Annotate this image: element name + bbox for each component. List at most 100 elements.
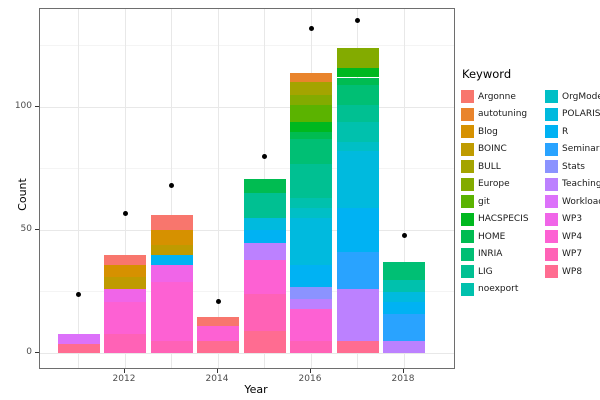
bar-segment-WP7 <box>290 341 332 354</box>
bar-segment-WP8 <box>243 331 286 354</box>
bar-segment-WP7 <box>104 333 146 354</box>
bar-segment-Stats <box>290 286 332 300</box>
bar-segment-Europe <box>290 94 332 105</box>
legend-swatch-icon <box>545 265 558 279</box>
legend-item-noexport: noexport <box>461 281 537 299</box>
bar-segment-WP8 <box>336 341 379 354</box>
legend-swatch-icon <box>461 125 474 139</box>
bar-segment-OrgMode <box>336 141 379 152</box>
bar-segment-HOME <box>243 178 286 194</box>
y-tick-label: 50 <box>20 224 32 235</box>
legend-item-label: autotuning <box>478 109 528 120</box>
legend-item-label: BOINC <box>478 144 507 155</box>
legend-swatch-icon <box>461 195 474 209</box>
y-tick-mark <box>35 105 39 107</box>
bar-segment-Teaching <box>336 289 379 342</box>
legend: Keyword Argonne autotuning Blog BOINC BULL Eu… <box>461 67 600 298</box>
point-marker <box>122 210 128 216</box>
bar-segment-git <box>290 104 332 122</box>
x-tick-mark <box>123 369 125 373</box>
bar-segment-Seminar <box>336 252 379 290</box>
legend-title: Keyword <box>462 67 512 81</box>
legend-item-Blog: Blog <box>461 123 537 141</box>
bar-segment-WP4 <box>104 301 146 334</box>
bar-segment-R <box>336 208 379 253</box>
bar-segment-POLARIS <box>243 217 286 231</box>
bar-segment-WP4 <box>150 282 193 342</box>
legend-item-git: git <box>461 193 537 211</box>
legend-item-label: git <box>478 196 490 207</box>
bar-segment-WP7 <box>150 341 193 354</box>
gridline-major <box>39 352 454 354</box>
bar-segment-OrgMode <box>290 208 332 218</box>
bar-segment-Blog <box>104 264 146 278</box>
legend-item-label: Seminar <box>562 144 600 155</box>
point-marker <box>76 291 81 297</box>
gridline-vertical <box>78 9 79 368</box>
x-tick-mark <box>402 369 404 373</box>
legend-item-OrgMode: OrgMode <box>545 88 600 106</box>
x-tick-label: 2018 <box>391 374 415 384</box>
legend-swatch-icon <box>461 212 474 226</box>
bar-segment-HOME <box>336 77 379 85</box>
legend-item-label: HOME <box>478 231 506 242</box>
legend-swatch-icon <box>545 247 558 261</box>
x-tick-label: 2014 <box>205 374 229 384</box>
legend-column: OrgMode POLARIS R Seminar Stats Teaching Workl… <box>545 88 600 281</box>
y-tick-label: 100 <box>14 101 32 112</box>
legend-item-LIG: LIG <box>461 263 537 281</box>
legend-item-label: noexport <box>478 284 519 295</box>
legend-swatch-icon <box>545 107 558 121</box>
legend-swatch-icon <box>545 177 558 191</box>
bar-segment-autotuning <box>290 72 332 83</box>
bar-segment-HOME <box>290 131 332 140</box>
point-marker <box>169 183 174 189</box>
bar-segment-BULL <box>290 82 332 95</box>
legend-item-label: R <box>562 126 569 137</box>
legend-item-label: OrgMode <box>562 91 600 102</box>
legend-item-Seminar: Seminar <box>545 141 600 159</box>
bar-segment-HACSPECIS <box>290 121 332 132</box>
gridline-vertical <box>124 9 126 368</box>
x-axis-title: Year <box>244 383 268 396</box>
legend-item-WP8: WP8 <box>545 263 600 281</box>
legend-item-autotuning: autotuning <box>461 106 537 124</box>
legend-item-HACSPECIS: HACSPECIS <box>461 211 537 229</box>
bar-segment-R <box>290 264 332 287</box>
legend-item-R: R <box>545 123 600 141</box>
legend-item-label: Teaching <box>562 179 600 190</box>
legend-swatch-icon <box>461 177 474 191</box>
point-marker <box>308 25 314 31</box>
legend-item-label: WP7 <box>562 249 583 260</box>
bar-segment-LIG <box>243 193 286 218</box>
bar-segment-Blog <box>150 230 193 246</box>
legend-swatch-icon <box>545 160 558 174</box>
legend-swatch-icon <box>545 90 558 104</box>
legend-item-Stats: Stats <box>545 158 600 176</box>
bar-segment-WP8 <box>197 341 239 354</box>
legend-item-Teaching: Teaching <box>545 176 600 194</box>
legend-swatch-icon <box>461 265 474 279</box>
bar-segment-POLARIS <box>336 151 379 209</box>
bar-segment-Workload <box>57 333 100 344</box>
legend-swatch-icon <box>545 230 558 244</box>
legend-item-Europe: Europe <box>461 176 537 194</box>
legend-item-HOME: HOME <box>461 228 537 246</box>
point-marker <box>401 232 407 238</box>
legend-item-label: LIG <box>478 266 493 277</box>
legend-swatch-icon <box>545 195 558 209</box>
x-tick-mark <box>216 369 218 373</box>
gridline-vertical <box>403 9 405 368</box>
point-marker <box>355 18 360 24</box>
bar-segment-BOINC <box>104 277 146 290</box>
legend-item-label: Blog <box>478 126 498 137</box>
point-marker <box>262 153 267 159</box>
legend-item-WP4: WP4 <box>545 228 600 246</box>
bar-segment-Seminar <box>383 314 425 342</box>
y-axis-title: Count <box>15 178 29 211</box>
legend-item-label: Workload <box>562 196 600 207</box>
x-tick-label: 2016 <box>298 374 322 384</box>
bar-segment-POLARIS <box>290 217 332 265</box>
bar-segment-Argonne <box>197 316 239 327</box>
